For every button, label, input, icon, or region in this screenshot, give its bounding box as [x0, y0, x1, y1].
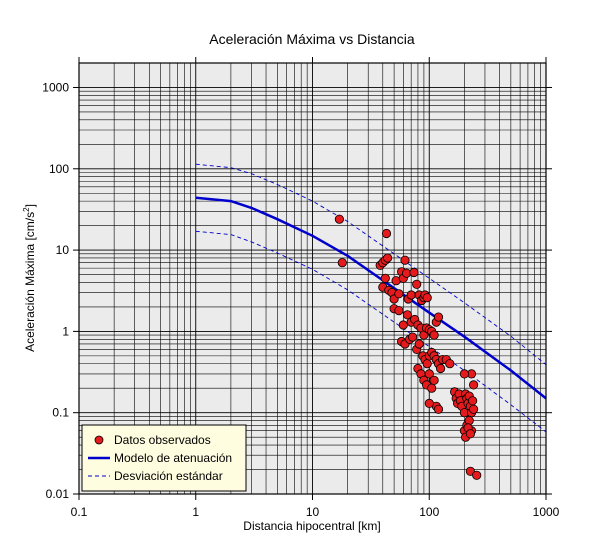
x-tick-label: 10 [306, 505, 320, 519]
observed-point [406, 290, 416, 300]
observed-points-group [334, 214, 482, 480]
legend-label-observed: Datos observados [114, 433, 211, 447]
x-tick-label: 100 [419, 505, 439, 519]
x-tick-label: 1 [192, 505, 199, 519]
attenuation-model-line [195, 196, 547, 400]
observed-point [465, 429, 475, 439]
observed-point [422, 293, 432, 303]
chart-title: Aceleración Máxima vs Distancia [209, 31, 415, 47]
y-tick-label: 0.01 [46, 487, 70, 501]
observed-point [394, 305, 404, 316]
observed-point [468, 380, 479, 390]
legend: Datos observados Modelo de atenuación De… [81, 424, 247, 492]
observed-point [468, 404, 479, 414]
observed-point [424, 398, 434, 408]
observed-point [380, 273, 390, 283]
y-axis-label-superscript: 2 [22, 207, 31, 212]
observed-point [424, 369, 434, 379]
observed-point [381, 228, 392, 239]
observed-point [433, 404, 444, 414]
legend-marker-observed [94, 435, 104, 445]
legend-label-model: Modelo de atenuación [114, 451, 232, 465]
y-tick-label: 10 [56, 243, 70, 257]
observed-point [402, 310, 412, 320]
y-axis-label: Aceleración Máxima [cm/s2] [22, 204, 37, 352]
observed-point [337, 258, 347, 268]
observed-point [412, 279, 422, 289]
y-tick-label: 0.1 [52, 406, 69, 420]
observed-point [394, 289, 404, 299]
observed-point [435, 363, 446, 374]
plot-area [78, 62, 547, 495]
observed-point [334, 214, 344, 224]
y-tick-label: 100 [49, 162, 69, 176]
x-axis: 0.1 1 10 100 1000 [71, 57, 560, 519]
x-tick-label: 0.1 [71, 505, 88, 519]
x-tick-label: 1000 [533, 505, 560, 519]
observed-point [429, 375, 439, 385]
observed-point [427, 383, 437, 393]
observed-point [429, 330, 439, 340]
y-axis: 0.01 0.1 1 10 100 1000 [42, 80, 552, 501]
y-axis-label-end: ] [23, 204, 37, 207]
grid [78, 62, 546, 495]
observed-point [467, 396, 478, 406]
observed-point [445, 359, 455, 369]
std-dev-lower-group [195, 230, 547, 433]
observed-point [472, 470, 482, 480]
legend-label-stddev: Desviación estándar [114, 469, 223, 483]
std-dev-upper-line [195, 163, 547, 365]
observed-point [400, 255, 410, 265]
attenuation-model-group [195, 196, 547, 400]
std-dev-lower-line [195, 230, 547, 433]
observed-point [407, 332, 418, 342]
observed-point [433, 312, 444, 322]
y-tick-label: 1000 [42, 80, 69, 94]
observed-point [422, 359, 432, 369]
observed-point [382, 253, 393, 263]
observed-point [459, 369, 469, 379]
observed-point [398, 320, 408, 330]
x-axis-label: Distancia hipocentral [km] [243, 519, 380, 533]
std-dev-upper-group [195, 163, 547, 365]
y-tick-label: 1 [62, 324, 69, 338]
observed-point [414, 339, 424, 349]
observed-point [409, 267, 419, 278]
y-axis-label-main: Aceleración Máxima [cm/s [23, 212, 37, 352]
